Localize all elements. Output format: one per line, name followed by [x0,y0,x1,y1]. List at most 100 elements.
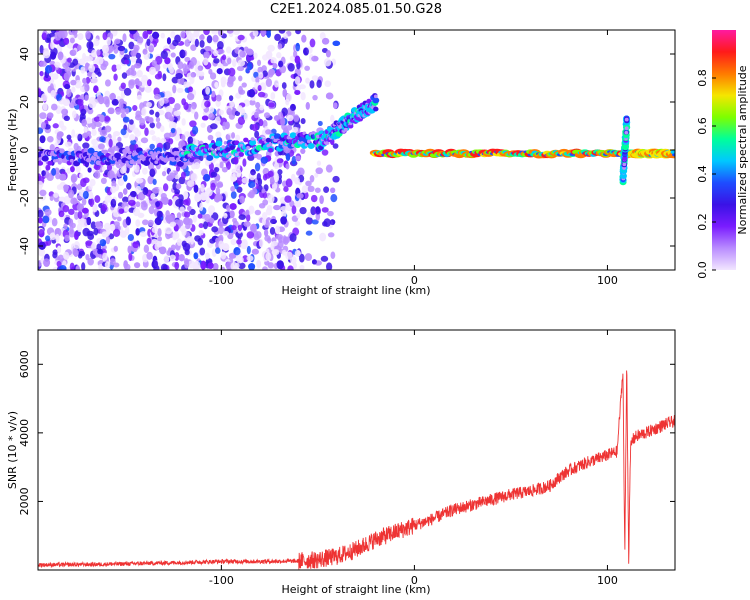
spectrogram-noise-blob [293,114,300,122]
spectrogram-noise-blob [267,262,274,269]
spectrogram-noise-blob [70,173,78,183]
spectrogram-noise-blob [289,200,295,208]
spectrogram-noise-blob [188,61,195,69]
snr-x-label: Height of straight line (km) [281,583,430,596]
spectrogram-noise-blob [217,40,224,50]
spectrogram-noise-blob [108,138,113,148]
spectrogram-noise-blob [310,194,318,203]
spectrogram-noise-blob [120,82,126,89]
spectrogram-noise-blob [122,196,129,203]
spectrogram-noise-blob [160,263,168,270]
spectrogram-noise-blob [231,59,237,67]
spectrogram-noise-blob [193,260,201,270]
spectrogram-feature-mark [110,149,115,154]
spectrogram-feature-mark [216,146,221,151]
spectrogram-noise-blob [84,84,90,92]
spectrogram-noise-blob [225,204,231,212]
spectrogram-noise-blob [63,184,69,193]
spectrogram-noise-blob [311,75,319,81]
spectrogram-noise-blob [236,168,242,178]
spectrogram-noise-blob [230,186,236,192]
spectrogram-noise-blob [150,193,156,200]
spectrogram-noise-blob [136,94,142,100]
spectrogram-noise-blob [92,203,98,213]
x-tick-label: -100 [209,274,234,287]
spectrogram-noise-blob [86,216,92,226]
spectrogram-feature-mark [306,139,311,144]
spectrogram-noise-blob [257,66,263,74]
spectrogram-noise-blob [197,65,204,71]
spectrogram-noise-blob [180,171,187,179]
spectrogram-noise-blob [294,250,301,257]
spectrogram-noise-blob [99,136,106,143]
spectrogram-noise-blob [170,52,176,58]
spectrogram-noise-blob [146,101,153,108]
spectrogram-noise-blob [309,38,316,48]
spectrogram-noise-blob [273,162,280,170]
spectrogram-feature-mark [624,126,629,131]
spectrogram-noise-blob [293,50,298,58]
spectrogram-noise-blob [258,104,264,111]
spectrogram-noise-blob [190,173,198,182]
spectrogram-noise-blob [98,96,105,105]
spectrogram-noise-blob [265,252,272,261]
spectrogram-noise-blob [212,49,219,57]
spectrogram-noise-blob [85,240,93,246]
spectrogram-noise-blob [106,37,111,46]
spectrogram-noise-blob [41,32,47,41]
spectrogram-noise-blob [71,30,78,35]
spectrogram-noise-blob [220,251,227,260]
spectrogram-noise-blob [130,50,137,57]
spectrogram-noise-blob [223,212,228,219]
spectrogram-noise-blob [217,226,225,235]
spectrogram-noise-blob [210,123,218,130]
spectrogram-noise-blob [234,182,239,190]
spectrogram-noise-blob [157,186,164,196]
spectrogram-noise-blob [187,205,192,211]
spectrogram-noise-blob [152,178,157,186]
spectrogram-noise-blob [123,87,132,96]
spectrogram-noise-blob [230,191,237,199]
spectrogram-noise-blob [87,257,94,266]
spectrogram-noise-blob [175,165,181,172]
spectrogram-noise-blob [233,156,239,165]
spectrogram-noise-blob [217,49,225,55]
y-tick-label: 6000 [18,350,31,378]
spectrogram-noise-blob [76,223,83,233]
spectrogram-noise-blob [142,30,149,40]
spectrogram-noise-blob [238,214,246,221]
spectrogram-noise-blob [267,44,275,52]
spectrogram-noise-blob [87,167,92,173]
spectrogram-feature-mark [279,141,284,146]
spectrogram-noise-blob [243,221,251,227]
spectrogram-noise-blob [162,183,169,192]
spectrogram-noise-blob [281,210,287,218]
colorbar-ticks: 0.0 0.2 0.4 0.6 0.8 [696,69,716,279]
spectrogram-noise-blob [49,195,54,201]
spectrogram-noise-blob [154,217,162,226]
spectrogram-noise-blob [296,192,304,199]
spectrogram-noise-blob [307,185,315,193]
spectrogram-noise-blob [207,134,214,141]
spectrogram-noise-blob [169,116,175,122]
spectrogram-noise-blob [208,113,215,121]
spectrogram-noise-blob [305,101,310,110]
spectrogram-noise-blob [74,211,79,220]
spectrogram-noise-blob [39,71,44,77]
spectrogram-feature-mark [373,106,379,112]
spectrogram-feature-mark [132,161,137,166]
spectrogram-noise-blob [100,177,107,185]
spectrogram-noise-blob [246,49,254,56]
spectrogram-noise-blob [231,132,236,139]
spectrogram-noise-blob [55,233,60,243]
spectrogram-noise-blob [325,92,334,100]
spectrogram-noise-blob [155,201,161,208]
spectrogram-noise-blob [212,34,219,43]
spectrogram-noise-blob [209,72,217,80]
x-tick-label: 100 [597,574,618,587]
spectrogram-feature-mark [372,97,380,104]
spectrogram-noise-blob [309,175,315,183]
spectrogram-noise-blob [327,210,334,217]
spectrogram-feature-mark [221,145,226,149]
spectrogram-noise-blob [130,56,137,63]
